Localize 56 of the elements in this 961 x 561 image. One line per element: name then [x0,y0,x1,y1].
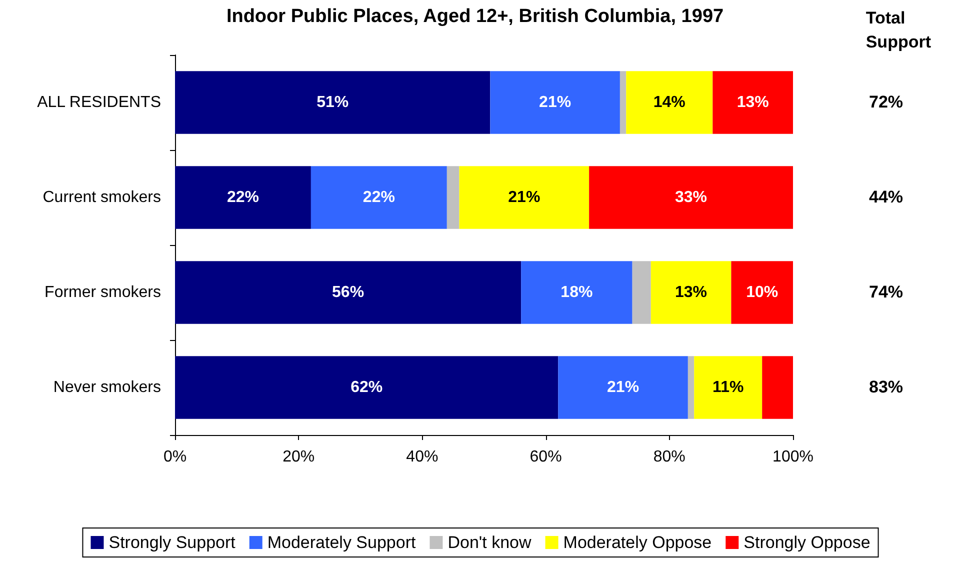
text: Total Support [866,8,932,52]
x-tick-label: 20% [282,448,315,466]
bar [175,71,490,134]
data-label: 22% [226,189,259,206]
y-tick-label: Never smokers [53,379,161,396]
data-label: 10% [746,284,778,301]
data-label: 33% [675,189,708,206]
legend-label: Moderately Oppose [563,533,712,552]
legend-label: Don't know [448,533,532,552]
bar [459,166,590,229]
bar [558,356,688,419]
bar [632,261,651,324]
bar [446,166,460,229]
legend-label: Strongly Oppose [744,533,870,552]
bar [521,261,632,324]
bar [688,356,694,419]
y-tick-label: Former smokers [44,284,161,301]
legend-label: Moderately Support [267,533,416,552]
x-tick-label: 40% [406,448,438,466]
x-tick-label: 60% [530,448,562,466]
data-label: 13% [675,284,708,301]
text: 74% [868,282,904,302]
x-tick-label: 80% [653,448,686,466]
data-label: 13% [736,94,769,111]
data-label: 21% [607,379,640,396]
bar [175,261,522,324]
data-label: 14% [653,94,686,111]
text: 83% [868,378,904,396]
x-tick-label: 100% [772,448,814,466]
bar [731,261,793,324]
text: 44% [868,188,904,206]
data-label: 21% [539,94,572,111]
chart-title: Indoor Public Places, Aged 12+, British Columbia, 1997 [226,6,724,27]
data-label: 11% [712,379,744,396]
bar [589,166,793,229]
bar [626,71,713,134]
bar [175,166,311,229]
data-label: 62% [350,379,383,396]
bar [175,356,558,419]
data-label: 22% [362,189,395,206]
bar [694,356,762,419]
data-label: 56% [332,284,364,301]
y-tick-label: ALL RESIDENTS [37,94,161,111]
bar [650,261,732,324]
y-tick-label: Current smokers [42,189,161,206]
bar [620,71,626,134]
data-label: 18% [560,284,593,301]
data-label: 51% [316,94,349,111]
bar [310,166,447,229]
x-tick-label: 0% [163,448,187,466]
bar [762,356,793,419]
bar [490,71,620,134]
bar [712,71,793,134]
text: 72% [868,92,904,112]
data-label: 21% [508,189,540,206]
legend-label: Strongly Support [108,533,236,552]
